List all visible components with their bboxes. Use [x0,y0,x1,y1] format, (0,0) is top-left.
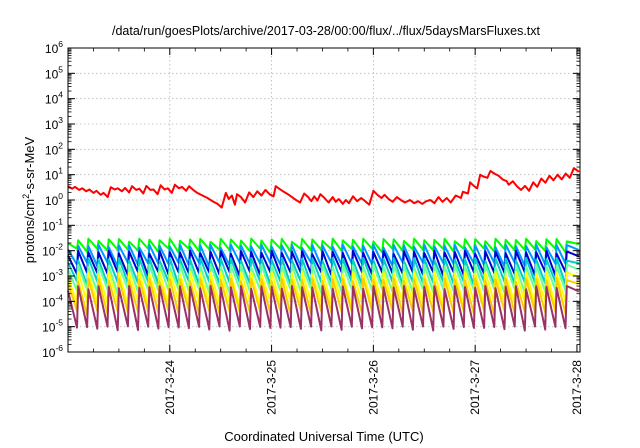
y-tick-label-base: 10 [45,194,59,208]
y-tick-label-exp: -4 [55,292,63,302]
chart-title: /data/run/goesPlots/archive/2017-03-28/0… [112,24,541,38]
y-tick-label: 10-1 [42,216,63,233]
y-tick-label: 10-4 [42,292,63,309]
y-axis-label-base: protons/cm [22,199,37,263]
y-tick-label-exp: -3 [55,267,63,277]
tick-labels: 10-610-510-410-310-210-11001011021031041… [42,39,584,415]
y-tick-label: 10-6 [42,343,63,360]
series-line [67,285,580,332]
y-axis-label-sup: 2 [21,194,31,199]
x-tick-label: 2017-3-26 [366,360,380,415]
y-tick-label-base: 10 [42,245,56,259]
y-tick-label-exp: -5 [55,318,63,328]
y-tick-label-exp: -2 [55,242,63,252]
y-tick-label-base: 10 [42,295,56,309]
series-group [67,167,580,332]
x-axis-label: Coordinated Universal Time (UTC) [224,429,423,444]
y-tick-label: 104 [45,90,63,107]
y-tick-label: 100 [45,191,63,208]
y-tick-label-base: 10 [42,321,56,335]
y-tick-label-exp: -1 [55,216,63,226]
y-tick-label-base: 10 [42,219,56,233]
y-tick-label-base: 10 [45,169,59,183]
y-axis-label-rest: -s-sr-MeV [22,136,37,193]
y-tick-label-exp: 4 [58,90,63,100]
y-tick-label: 103 [45,115,63,132]
axis-ticks [68,47,580,353]
x-tick-label: 2017-3-28 [570,360,584,415]
y-tick-label: 10-2 [42,242,63,259]
x-tick-label: 2017-3-25 [265,360,279,415]
y-tick-label-base: 10 [42,270,56,284]
y-axis-label: protons/cm2-s-sr-MeV [21,136,37,263]
y-tick-label-exp: 1 [58,166,63,176]
x-tick-label: 2017-3-27 [468,360,482,415]
y-tick-label: 105 [45,64,63,81]
series-line [67,167,580,209]
y-tick-label: 102 [45,140,63,157]
y-tick-label-base: 10 [42,346,56,360]
y-tick-label-base: 10 [45,67,59,81]
y-tick-label-exp: 6 [58,39,63,49]
y-tick-label: 10-3 [42,267,63,284]
y-tick-label: 10-5 [42,318,63,335]
x-tick-label: 2017-3-24 [163,360,177,415]
y-tick-label-exp: 5 [58,64,63,74]
y-tick-label-exp: 2 [58,140,63,150]
y-tick-label-base: 10 [45,118,59,132]
y-tick-label: 106 [45,39,63,56]
y-tick-label-base: 10 [45,93,59,107]
y-tick-label-exp: -6 [55,343,63,353]
y-tick-label-base: 10 [45,143,59,157]
y-tick-label: 101 [45,166,63,183]
y-tick-label-exp: 0 [58,191,63,201]
y-tick-label-exp: 3 [58,115,63,125]
y-tick-label-base: 10 [45,42,59,56]
